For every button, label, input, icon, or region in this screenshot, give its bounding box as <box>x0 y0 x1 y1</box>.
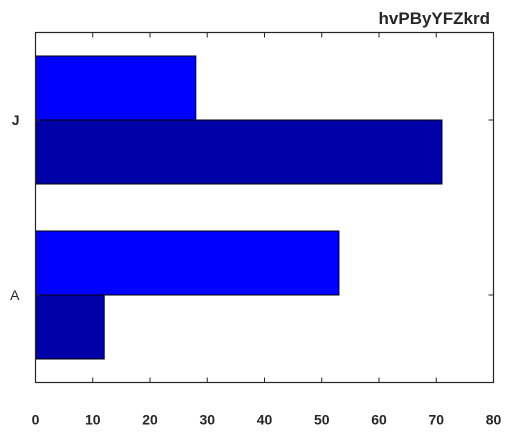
x-tick-label: 20 <box>142 412 158 428</box>
x-tick-label: 70 <box>428 412 444 428</box>
y-axis-ticks: AJ <box>10 112 494 303</box>
y-tick-label-a: A <box>10 287 20 303</box>
x-tick-label: 10 <box>85 412 101 428</box>
bar-j-series-1 <box>35 55 197 121</box>
x-tick-label: 40 <box>257 412 273 428</box>
plot-frame <box>34 31 495 384</box>
bar-a-series-1 <box>35 230 340 296</box>
x-tick-label: 0 <box>32 412 40 428</box>
x-tick-label: 80 <box>486 412 502 428</box>
bar-j-series-2 <box>35 119 443 185</box>
y-tick-label-j: J <box>12 112 20 128</box>
bars-group <box>35 55 443 360</box>
bar-a-series-2 <box>35 294 105 360</box>
x-tick-label: 30 <box>199 412 215 428</box>
x-tick-label: 60 <box>371 412 387 428</box>
chart-title: hvPByYFZkrd <box>379 9 490 28</box>
x-axis-ticks: 0 10 20 30 40 50 60 70 80 <box>32 32 502 428</box>
x-tick-label: 50 <box>314 412 330 428</box>
